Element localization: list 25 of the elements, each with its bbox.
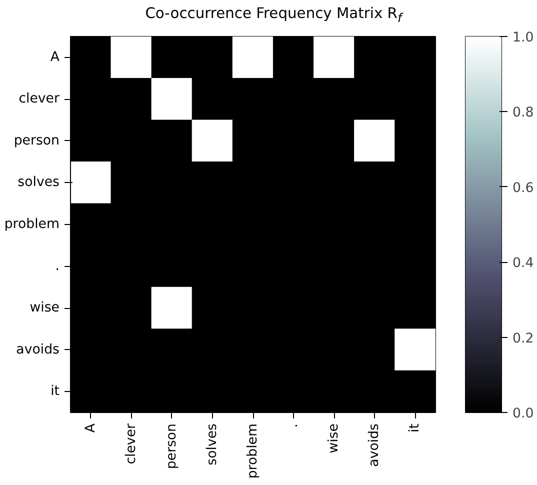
x-tick-label: A xyxy=(83,423,98,433)
color-bar-label: 0.2 xyxy=(512,331,534,346)
y-tick-label: solves xyxy=(18,175,60,190)
y-tick-label: problem xyxy=(4,217,60,232)
y-tick-label: clever xyxy=(18,92,60,107)
x-tick-label: problem xyxy=(246,423,260,479)
y-tick-label: it xyxy=(50,384,60,400)
y-tick-label: . xyxy=(55,258,60,274)
chart-title: Co-occurrence Frequency Matrix R$_{f}$ xyxy=(145,4,402,27)
color-bar-label: 0.4 xyxy=(512,256,534,272)
x-tick-label: clever xyxy=(124,422,139,464)
y-tick-label: avoids xyxy=(16,342,60,358)
x-tick-label: . xyxy=(286,423,302,428)
x-tick-label: it xyxy=(408,423,423,432)
y-tick-label: A xyxy=(50,50,60,65)
y-tick-label: person xyxy=(14,133,60,148)
x-tick-label: person xyxy=(164,424,180,470)
x-tick-label: avoids xyxy=(367,423,382,467)
x-tick-label: solves xyxy=(204,423,220,466)
color-bar-label: 0.8 xyxy=(512,106,534,121)
color-bar-label: 0.6 xyxy=(512,180,534,196)
color-bar-label: 1.0 xyxy=(512,30,534,46)
y-tick-label: wise xyxy=(30,300,60,316)
color-bar-label: 0.0 xyxy=(512,406,534,422)
x-tick-label: wise xyxy=(326,423,342,454)
